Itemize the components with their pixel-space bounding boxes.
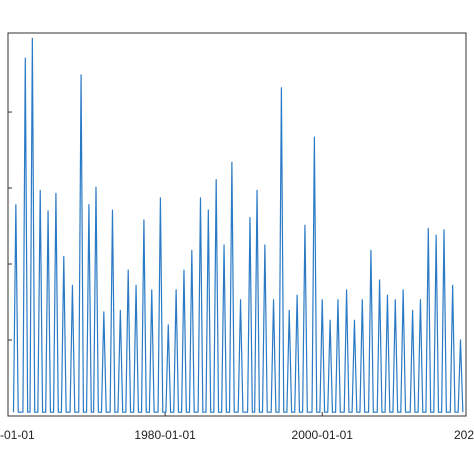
x-tick-label: 2000-01-01 xyxy=(292,428,354,442)
x-tick-label: 202 xyxy=(454,428,474,442)
plot-frame xyxy=(7,32,467,417)
x-tick-label: -01-01 xyxy=(0,428,35,442)
data-line xyxy=(12,37,464,413)
x-tick-label: 1980-01-01 xyxy=(134,428,196,442)
